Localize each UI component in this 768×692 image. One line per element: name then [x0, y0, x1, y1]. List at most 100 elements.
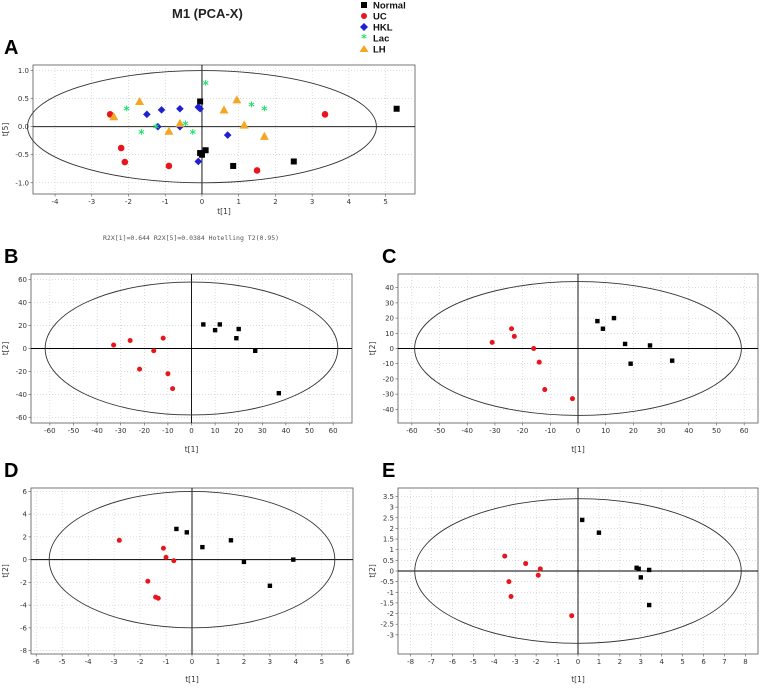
panel-letter-c: C [382, 246, 396, 268]
panel-c-xtick-label-5: -10 [545, 427, 556, 435]
panel-a-ytick-label-2: 0.0 [18, 123, 29, 131]
panel-d-point-uc-0 [116, 537, 122, 543]
panel-a-point-lac-7: * [261, 103, 268, 117]
panel-c-xtick-label-9: 30 [657, 427, 666, 435]
panel-e-xtick-label-5: -3 [512, 658, 519, 666]
panel-c-xtick-label-12: 60 [740, 427, 749, 435]
legend-item-normal: Normal [361, 1, 406, 12]
panel-b-xtick-label-12: 60 [329, 427, 338, 435]
panel-c-point-uc-6 [569, 396, 575, 402]
panel-e-xtick-label-15: 7 [722, 658, 726, 666]
panel-d-point-normal-3 [228, 538, 234, 543]
panel-e-xtick-label-1: -7 [428, 658, 435, 666]
panel-a-point-hkl-0 [143, 110, 151, 119]
panel-a-point-lac-4: * [190, 127, 197, 141]
panel-c-ytick-label-7: 30 [385, 299, 394, 307]
panel-a-point-lh-2 [164, 126, 174, 135]
panel-a-point-uc-2 [121, 158, 129, 166]
panel-c-point-uc-1 [509, 326, 515, 332]
panel-e-ytick-label-0: -3 [387, 631, 394, 639]
panel-e-ytick-label-12: 3 [390, 504, 394, 512]
panel-d-point-normal-6 [291, 557, 296, 562]
panel-a-frame [32, 64, 416, 195]
panel-a-point-lh-6 [239, 120, 249, 129]
panel-a-xtick-label-0: -4 [52, 198, 60, 206]
panel-d-xtick-label-1: -5 [59, 658, 66, 666]
legend-marker-lh [359, 45, 369, 52]
panel-a-xtick-label-9: 5 [383, 198, 387, 206]
panel-a-point-lac-5: * [202, 78, 209, 92]
legend-label-hkl: HKL [373, 23, 393, 34]
panel-letter-e: E [382, 460, 395, 482]
panel-a-xtick-label-5: 1 [236, 198, 240, 206]
panel-b-xtick-label-9: 30 [258, 427, 267, 435]
panel-d-plot: -6 -5 -4 -3 -2 -1 0 1 2 3 4 5 6 -8 -6 -4 -2 0 2 4 6 t[1] t[2] [1, 487, 354, 684]
panel-b-point-normal-5 [253, 348, 258, 353]
legend-marker-uc [361, 13, 367, 19]
panel-d-xtick-label-6: 0 [190, 658, 194, 666]
panel-d-hotelling-ellipse [48, 490, 336, 629]
panel-d-ytick-label-3: -2 [20, 579, 27, 587]
panel-c-xtick-label-4: -20 [517, 427, 528, 435]
legend-item-lac: * Lac [361, 32, 389, 45]
panel-c-point-normal-1 [600, 326, 606, 331]
panel-b-xtick-label-3: -30 [115, 427, 126, 435]
panel-a-point-normal-6 [393, 105, 400, 112]
legend: Normal UC HKL * Lac LH [359, 1, 406, 56]
panel-a-point-normal-3 [198, 151, 205, 158]
panel-a-xtick-label-4: 0 [200, 198, 204, 206]
panel-d-xtick-label-9: 3 [268, 658, 272, 666]
panel-a-point-hkl-2 [154, 122, 162, 131]
panel-d-ytick-label-2: -4 [20, 602, 28, 610]
legend-label-lac: Lac [373, 34, 389, 45]
panel-a-point-lh-0 [109, 112, 119, 121]
panel-e-point-normal-1 [596, 530, 602, 535]
panel-d-xtick-label-8: 2 [242, 658, 246, 666]
panel-b-ytick-label-2: -20 [16, 368, 27, 376]
legend-marker-lac: * [361, 32, 367, 45]
panel-d-xtick-label-5: -1 [163, 658, 170, 666]
panel-a-ytick-label-1: -0.5 [15, 151, 29, 159]
panel-e-point-normal-0 [579, 517, 585, 523]
panel-b-point-uc-3 [151, 348, 157, 354]
panel-a-point-lac-1: * [138, 127, 145, 141]
panel-b-xtick-label-1: -50 [68, 427, 79, 435]
panel-c-point-normal-5 [647, 343, 653, 348]
panel-a-point-hkl-8 [223, 131, 232, 139]
panel-e-xtick-label-9: 1 [597, 658, 601, 666]
panel-b-xtick-label-2: -40 [91, 427, 102, 435]
panel-d-ytick-label-6: 4 [23, 511, 28, 519]
panel-a-point-hkl-7 [196, 104, 204, 113]
panel-c-xlabel: t[1] [571, 445, 585, 454]
panel-b-point-normal-0 [201, 322, 206, 327]
panel-e-point-normal-4 [638, 575, 643, 580]
legend-marker-normal [361, 2, 367, 8]
panel-c-point-normal-6 [669, 358, 675, 363]
panel-b-ytick-label-3: 0 [23, 345, 27, 353]
panel-e-ytick-label-5: -0.5 [380, 578, 394, 586]
legend-item-lh: LH [359, 45, 386, 56]
panel-c-xtick-label-7: 10 [601, 427, 610, 435]
panel-a-point-lh-7 [259, 131, 269, 140]
panel-a-point-normal-2 [202, 147, 209, 154]
panel-c-xtick-label-3: -30 [489, 427, 500, 435]
panel-a-point-lac-2: * [153, 121, 160, 135]
panel-c-point-normal-0 [595, 318, 600, 324]
panel-e-ytick-label-4: -1 [387, 589, 394, 597]
panel-c-point-uc-4 [536, 359, 542, 365]
panel-b-xtick-label-10: 40 [281, 427, 290, 435]
panel-d-ytick-label-5: 2 [23, 533, 27, 541]
panel-e-point-normal-5 [646, 567, 652, 573]
panel-b-xtick-label-8: 20 [234, 427, 243, 435]
panel-a-ytick-label-3: 0.5 [18, 95, 29, 103]
panel-a-ytick-label-4: 1.0 [18, 67, 29, 75]
panel-letter-b: B [4, 246, 18, 268]
panel-b-point-uc-0 [111, 342, 117, 348]
panel-c-ytick-label-5: 10 [385, 330, 394, 338]
panel-b-point-normal-4 [234, 335, 239, 341]
panel-d-xtick-label-2: -4 [85, 658, 93, 666]
panel-a-xtick-label-8: 4 [347, 198, 352, 206]
panel-e-xtick-label-4: -4 [491, 658, 499, 666]
panel-b-point-normal-3 [236, 326, 241, 332]
